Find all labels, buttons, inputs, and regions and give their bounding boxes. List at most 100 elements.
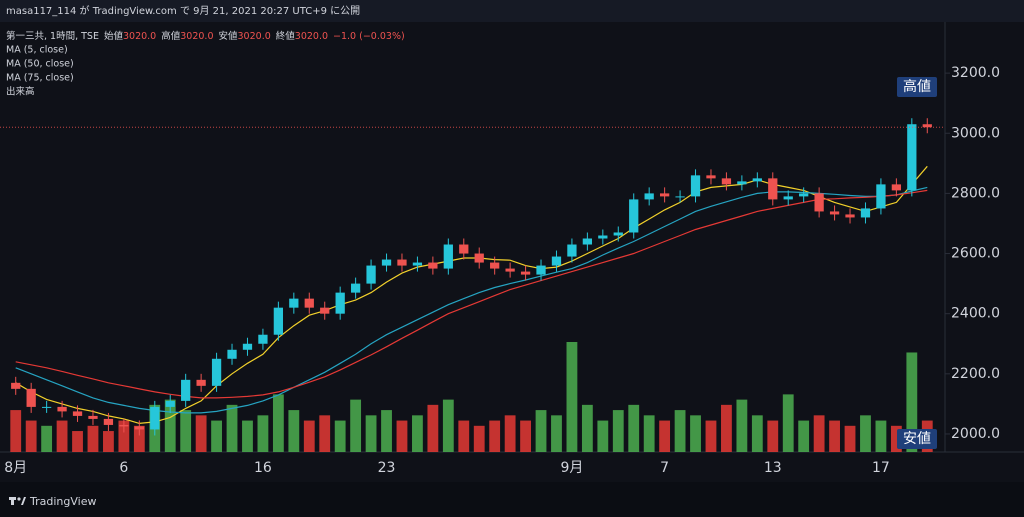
candle-body: [520, 271, 531, 275]
volume-bar: [334, 420, 346, 452]
candle-body: [258, 334, 268, 344]
candle-body: [613, 232, 623, 236]
candle-body: [644, 193, 654, 200]
y-tick-label: 3000.0: [951, 125, 1000, 141]
candle-body: [181, 379, 191, 401]
x-tick-label: 13: [764, 460, 782, 476]
volume-bar: [56, 420, 68, 452]
candle-body: [88, 415, 98, 419]
legend-ma: MA (5, close): [6, 45, 68, 56]
volume-bar: [319, 415, 331, 452]
candle-body: [26, 388, 36, 407]
candle-body: [675, 196, 685, 198]
logo-dot: [17, 497, 21, 501]
volume-bar: [365, 415, 377, 452]
volume-bar: [597, 420, 609, 452]
volume-bar: [164, 399, 176, 452]
candle-body: [474, 253, 484, 263]
candle-body: [582, 238, 593, 245]
logo-stem: [11, 500, 14, 505]
candle-body: [752, 178, 762, 182]
candle-body: [891, 184, 902, 191]
y-tick-label: 2000.0: [951, 426, 1000, 442]
volume-bar: [875, 420, 887, 452]
volume-bar: [303, 420, 315, 452]
candle-body: [829, 211, 840, 215]
candle-body: [412, 262, 423, 266]
volume-bar: [242, 420, 253, 452]
low-badge: [897, 429, 937, 449]
candle-body: [72, 411, 83, 416]
candle-body: [659, 193, 670, 197]
candle-body: [150, 406, 160, 430]
candle-body: [335, 292, 345, 314]
volume-bar: [520, 420, 531, 452]
volume-bar: [257, 415, 269, 452]
volume-bar: [272, 394, 284, 452]
volume-bar: [442, 399, 454, 452]
legend-ohlc-value: 3020.0: [123, 31, 156, 42]
header-text: masa117_114 が TradingView.com で 9月 21, 2…: [6, 4, 360, 17]
volume-bar: [180, 410, 192, 452]
x-tick-label: 9月: [560, 460, 583, 476]
candle-body: [567, 244, 577, 257]
legend-ma: MA (50, close): [6, 59, 74, 70]
legend-ohlc-label: 終値: [276, 30, 296, 42]
candle-body: [876, 184, 886, 209]
candle-body: [41, 406, 52, 408]
candle-body: [366, 265, 376, 284]
candle-body: [119, 424, 129, 427]
volume-bar: [890, 425, 902, 452]
volume-bar: [288, 410, 300, 452]
volume-bar: [133, 425, 145, 452]
candle-body: [706, 175, 716, 179]
volume-bar: [458, 420, 470, 452]
candle-body: [320, 307, 330, 314]
volume-bar: [705, 420, 717, 452]
volume-bar: [25, 420, 37, 452]
volume-bar: [350, 399, 362, 452]
volume-bar: [782, 394, 794, 452]
candle-body: [536, 265, 546, 275]
legend-ma: MA (75, close): [6, 73, 74, 84]
volume-bar: [628, 404, 640, 452]
candle-body: [211, 358, 222, 386]
volume-bar: [566, 342, 578, 452]
candle-body: [629, 199, 639, 233]
x-tick-label: 16: [254, 460, 272, 476]
candle-body: [721, 178, 732, 185]
candle-body: [11, 382, 21, 389]
candle-body: [690, 175, 701, 197]
volume-bar: [226, 404, 238, 452]
candle-body: [103, 418, 114, 425]
legend-volume: 出来高: [6, 86, 35, 98]
y-tick-label: 2200.0: [951, 366, 1000, 382]
legend-change: −1.0 (−0.03%): [333, 31, 405, 42]
legend-ohlc-label: 高値: [161, 30, 181, 42]
y-tick-label: 2600.0: [951, 246, 1000, 262]
volume-bar: [72, 431, 83, 452]
legend-ohlc-value: 3020.0: [238, 31, 271, 42]
candle-body: [490, 262, 500, 269]
logo-slash: [21, 497, 26, 505]
x-tick-label: 8月: [4, 460, 27, 476]
volume-bar: [535, 410, 547, 452]
candle-body: [505, 268, 515, 272]
volume-bar: [504, 415, 516, 452]
legend-ohlc-value: 3020.0: [180, 31, 213, 42]
candle-body: [443, 244, 453, 269]
volume-bar: [736, 399, 748, 452]
volume-bar: [103, 431, 114, 452]
volume-bar: [860, 415, 871, 452]
candle-body: [304, 298, 314, 308]
volume-bar: [195, 415, 207, 452]
volume-bar: [798, 420, 810, 452]
candle-body: [196, 379, 206, 386]
candle-body: [242, 343, 253, 350]
candle-body: [57, 406, 67, 412]
volume-bar: [767, 420, 779, 452]
candle-body: [799, 193, 809, 197]
candle-body: [907, 124, 917, 191]
legend-ohlc-value: 3020.0: [295, 31, 328, 42]
